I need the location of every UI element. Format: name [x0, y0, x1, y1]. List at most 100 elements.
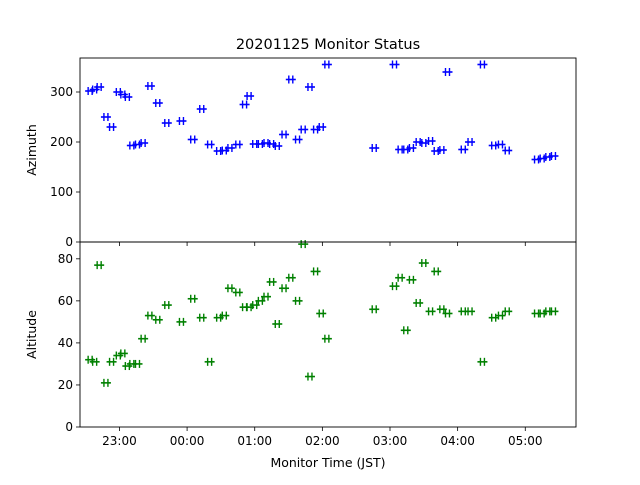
altitude-data-point [106, 357, 117, 366]
altitude-data-point [406, 275, 417, 284]
altitude-data-point [176, 317, 187, 326]
altitude-data-point [298, 240, 309, 249]
azimuth-data-point [488, 141, 499, 150]
azimuth-data-point [321, 60, 332, 69]
azimuth-y-tick-label: 100 [50, 185, 73, 199]
azimuth-data-point [406, 144, 417, 152]
altitude-panel: 0 20 40 60 80 Altitude 23:00 00:00 01:00 02:00 03:… [24, 240, 577, 448]
altitude-data-point [310, 267, 321, 276]
azimuth-data-point [196, 105, 207, 113]
altitude-data-point [100, 378, 111, 387]
altitude-data-point [232, 288, 243, 297]
azimuth-data-point [144, 82, 155, 90]
altitude-data-point [304, 372, 315, 381]
x-tick-label: 02:00 [305, 434, 340, 448]
altitude-data-point [477, 357, 488, 366]
azimuth-data-point [100, 113, 111, 121]
azimuth-data-point [442, 68, 453, 76]
azimuth-data-point [94, 83, 105, 91]
altitude-data-point [187, 294, 198, 303]
altitude-y-tick-label: 80 [58, 252, 73, 266]
altitude-data-point [224, 284, 235, 293]
azimuth-data-point [224, 144, 235, 152]
azimuth-data-point [436, 146, 447, 154]
x-tick-label: 04:00 [440, 434, 475, 448]
azimuth-data-point [316, 123, 327, 131]
azimuth-data-point [279, 130, 290, 139]
azimuth-data-point [239, 100, 250, 109]
azimuth-data-point [244, 92, 255, 100]
altitude-data-point [495, 311, 506, 320]
altitude-data-point [266, 277, 277, 286]
azimuth-data-point [458, 145, 469, 154]
altitude-y-tick-label: 40 [58, 336, 73, 350]
azimuth-data-point [176, 117, 187, 125]
altitude-data-point [117, 349, 128, 358]
azimuth-data-point [285, 75, 296, 84]
altitude-data-point [413, 298, 424, 307]
altitude-data-point [442, 309, 453, 318]
azimuth-y-tick-label: 200 [50, 135, 73, 149]
azimuth-data-point [122, 93, 133, 101]
azimuth-data-point [298, 125, 309, 134]
altitude-data-point [204, 357, 215, 366]
azimuth-data-point [272, 142, 283, 150]
altitude-data-point [369, 305, 380, 314]
azimuth-data-point [495, 140, 506, 149]
altitude-data-point [425, 307, 436, 316]
altitude-data-point [219, 311, 230, 320]
chart-title: 20201125 Monitor Status [236, 37, 420, 53]
altitude-data-point [292, 296, 303, 305]
altitude-data-point [431, 267, 442, 276]
altitude-data-point [144, 311, 155, 320]
altitude-data-point [395, 273, 406, 282]
x-tick-label: 00:00 [170, 434, 205, 448]
azimuth-data-point [161, 119, 172, 127]
altitude-data-point [249, 301, 260, 310]
altitude-data-point [152, 315, 163, 324]
altitude-y-axis-label: Altitude [24, 310, 39, 359]
azimuth-data-point [187, 135, 198, 144]
altitude-data-point [161, 301, 172, 310]
altitude-y-tick-label: 60 [58, 294, 73, 308]
altitude-data-point [279, 284, 290, 293]
azimuth-data-point [106, 123, 117, 131]
azimuth-data-point [304, 83, 315, 91]
azimuth-data-point [232, 140, 243, 149]
altitude-data-point [196, 313, 207, 322]
azimuth-data-point [369, 144, 380, 152]
altitude-y-tick-label: 0 [65, 420, 73, 434]
x-tick-label: 03:00 [373, 434, 408, 448]
azimuth-y-tick-label: 300 [50, 85, 73, 99]
altitude-data-point [400, 326, 411, 335]
altitude-data-point [418, 259, 429, 268]
altitude-data-point [465, 307, 476, 316]
azimuth-data-point [502, 146, 513, 155]
azimuth-data-point [477, 60, 488, 69]
altitude-data-point [316, 309, 327, 318]
azimuth-data-point [152, 99, 163, 107]
azimuth-data-point [465, 138, 476, 146]
altitude-data-point [436, 305, 447, 314]
altitude-data-point [272, 319, 283, 328]
azimuth-data-point [548, 152, 559, 160]
azimuth-data-point [204, 140, 215, 149]
x-tick-label: 23:00 [102, 434, 137, 448]
azimuth-data-point [292, 135, 303, 144]
azimuth-data-point [425, 137, 436, 145]
altitude-data-point [321, 334, 332, 343]
azimuth-data-point [138, 139, 149, 147]
altitude-data-point [132, 359, 143, 368]
azimuth-data-point [389, 60, 400, 69]
x-tick-label: 05:00 [508, 434, 543, 448]
altitude-data-point [89, 357, 100, 366]
azimuth-y-axis-label: Azimuth [24, 124, 39, 176]
altitude-y-tick-label: 20 [58, 378, 73, 392]
altitude-data-point [261, 292, 271, 301]
x-tick-label: 01:00 [237, 434, 272, 448]
altitude-data-point [285, 273, 296, 282]
altitude-data-point [502, 307, 513, 316]
altitude-data-point [94, 261, 105, 270]
